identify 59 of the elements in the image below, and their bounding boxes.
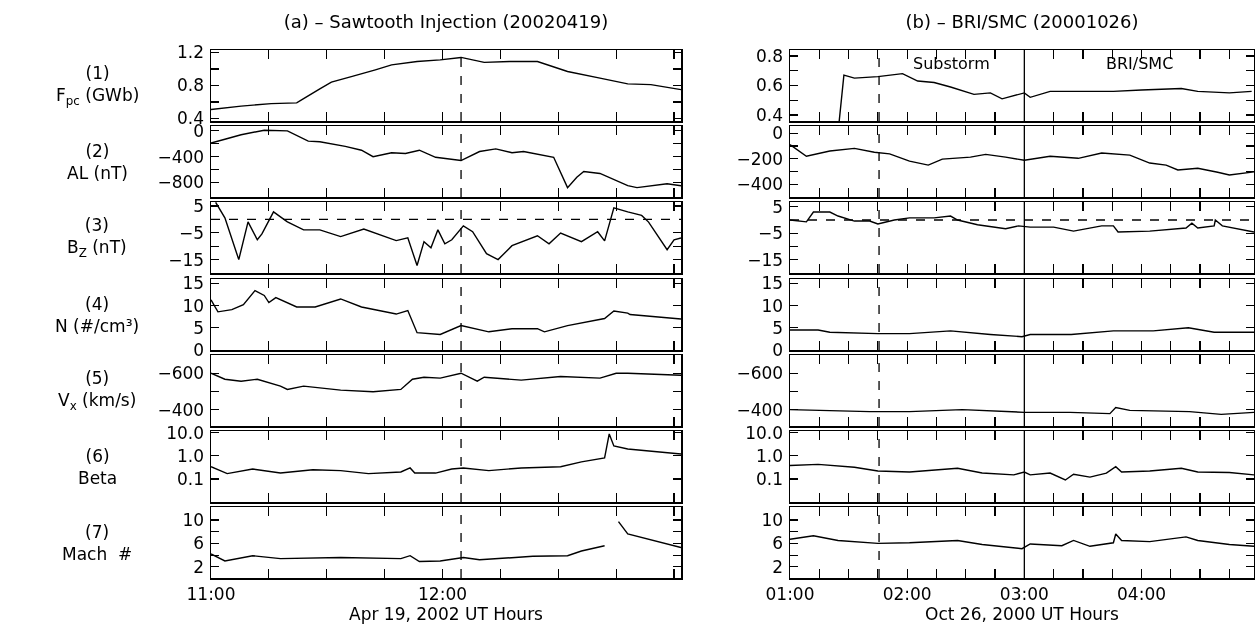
y-tick-label: 10 [761,510,784,531]
y-axis-title: (4) N (#/cm³) [55,293,140,336]
y-tick-label: −600 [736,362,784,383]
y-tick-label: 2 [772,556,784,577]
y-tick-label: 0.6 [756,75,784,96]
y-tick-label: 10.0 [166,422,205,443]
y-tick-label: 0.8 [177,75,205,96]
x-tick-label: 03:00 [999,584,1049,605]
x-tick-label: 04:00 [1117,584,1167,605]
y-tick-label: 5 [772,317,784,338]
y-tick-label: 0 [193,339,205,360]
y-tick-label: 6 [772,533,784,554]
y-tick-label: 5 [193,196,205,217]
y-tick-label: −400 [736,174,784,195]
y-tick-label: 10 [182,510,205,531]
y-tick-label: −600 [157,362,205,383]
y-tick-label: 10.0 [745,422,784,443]
y-tick-label: −400 [157,146,205,167]
y-tick-label: 1.0 [756,445,784,466]
y-axis-title: (2) AL (nT) [67,141,128,184]
annotation: BRI/SMC [1106,54,1174,73]
y-tick-label: −15 [747,250,784,271]
y-tick-label: 0.1 [177,468,205,489]
y-tick-label: 6 [193,533,205,554]
y-tick-label: 5 [772,197,784,218]
y-axis-title: (6) Beta [78,446,118,489]
y-tick-label: 2 [193,556,205,577]
y-tick-label: 1.0 [177,445,205,466]
y-tick-label: −5 [179,223,205,244]
y-tick-label: 0.4 [756,105,784,126]
x-tick-label: 12:00 [418,584,468,605]
y-tick-label: −5 [758,223,784,244]
annotation: Substorm [913,54,990,73]
y-tick-label: 0.1 [756,468,784,489]
y-axis-title: (3) B$_{Z}$ (nT) [67,215,127,261]
y-tick-label: 10 [182,295,205,316]
y-tick-label: 10 [761,295,784,316]
x-tick-label: 11:00 [186,584,236,605]
chart-title: (b) – BRI/SMC (20001026) [905,11,1139,33]
y-tick-label: 5 [193,317,205,338]
y-tick-label: 0 [772,339,784,360]
x-axis-title: Apr 19, 2002 UT Hours [349,604,544,625]
y-tick-label: 15 [182,272,205,293]
y-tick-label: −200 [736,148,784,169]
y-axis-title: (7) Mach # [62,522,133,565]
x-axis-title: Oct 26, 2000 UT Hours [925,604,1120,625]
y-tick-label: 0.8 [756,45,784,66]
x-tick-label: 02:00 [882,584,932,605]
y-tick-label: 1.2 [177,42,205,63]
y-tick-label: −400 [157,399,205,420]
y-tick-label: 15 [761,272,784,293]
x-tick-label: 01:00 [765,584,815,605]
y-axis-title: (1) F$_{pc}$ (GWb) [56,63,140,108]
y-tick-label: −800 [157,172,205,193]
y-axis-title: (5) V$_{x}$ (km/s) [58,367,137,413]
y-tick-label: 0 [772,123,784,144]
y-tick-label: −400 [736,399,784,420]
y-tick-label: −15 [168,249,205,270]
chart-title: (a) – Sawtooth Injection (20020419) [283,11,609,33]
